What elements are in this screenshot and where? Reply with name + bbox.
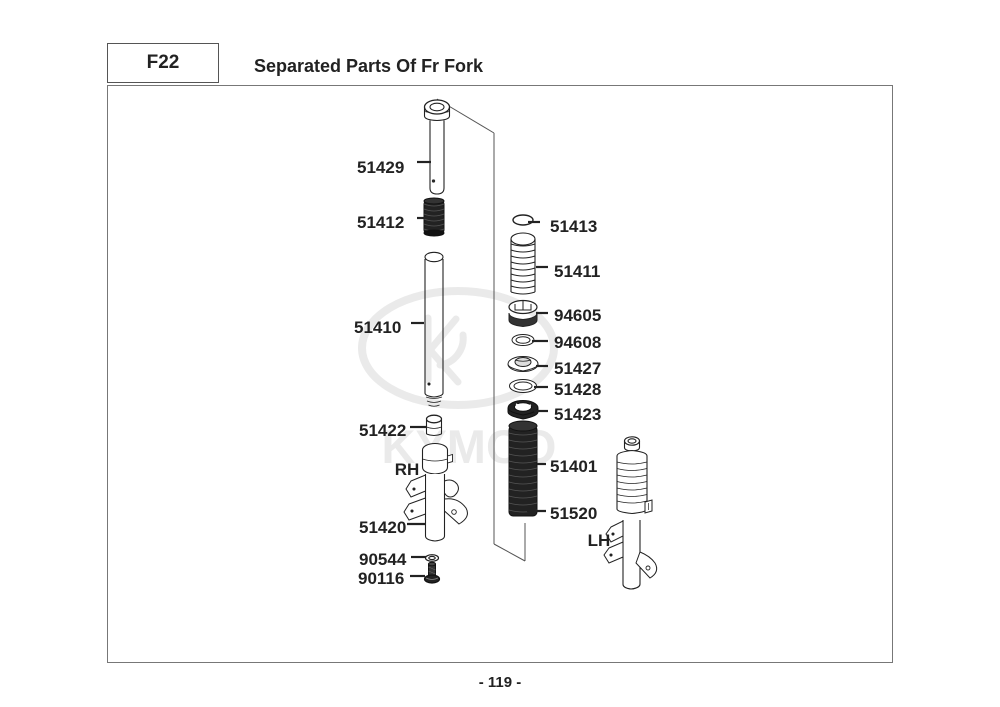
svg-text:LH: LH xyxy=(588,531,611,550)
svg-text:51420: 51420 xyxy=(359,518,406,537)
svg-text:51428: 51428 xyxy=(554,380,601,399)
svg-text:RH: RH xyxy=(395,460,420,479)
svg-text:51427: 51427 xyxy=(554,359,601,378)
svg-text:51411: 51411 xyxy=(554,262,600,281)
svg-text:94608: 94608 xyxy=(554,333,601,352)
svg-text:51401: 51401 xyxy=(550,457,597,476)
svg-text:51429: 51429 xyxy=(357,158,404,177)
svg-text:90544: 90544 xyxy=(359,550,407,569)
svg-text:51422: 51422 xyxy=(359,421,406,440)
svg-text:90116: 90116 xyxy=(358,569,404,588)
svg-text:51410: 51410 xyxy=(354,318,401,337)
svg-text:51413: 51413 xyxy=(550,217,597,236)
svg-text:51520: 51520 xyxy=(550,504,597,523)
svg-text:51412: 51412 xyxy=(357,213,404,232)
svg-text:51423: 51423 xyxy=(554,405,601,424)
svg-text:94605: 94605 xyxy=(554,306,601,325)
